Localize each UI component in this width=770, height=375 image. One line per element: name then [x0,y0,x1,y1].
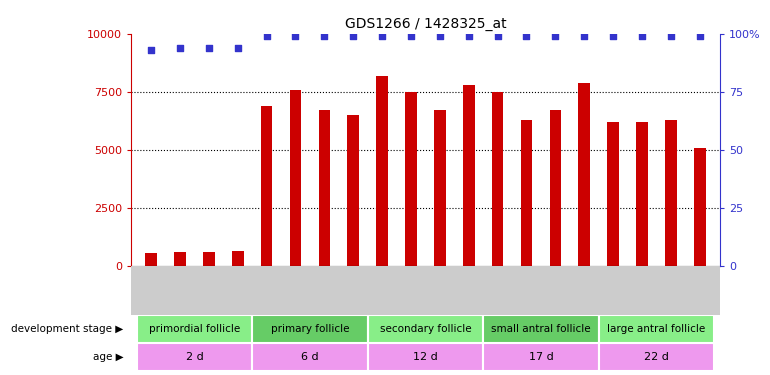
Bar [261,106,273,266]
Bar [405,92,417,266]
Text: primordial follicle: primordial follicle [149,324,240,334]
Point [607,33,619,39]
Point [491,33,504,39]
Text: 6 d: 6 d [301,352,319,362]
Bar [290,90,301,266]
Bar [550,111,561,266]
Text: 22 d: 22 d [644,352,669,362]
Point [347,33,360,39]
Text: small antral follicle: small antral follicle [491,324,591,334]
Bar [492,92,504,266]
Bar [232,251,243,266]
Text: development stage ▶: development stage ▶ [11,324,123,334]
Bar [174,252,186,266]
Point [232,45,244,51]
Bar [694,148,705,266]
Point [694,33,706,39]
Bar [347,115,359,266]
Bar [665,120,677,266]
Point [463,33,475,39]
Bar [253,343,368,371]
Text: primary follicle: primary follicle [271,324,349,334]
Bar [578,82,590,266]
Text: large antral follicle: large antral follicle [608,324,705,334]
Bar [521,120,532,266]
Bar [463,85,474,266]
Title: GDS1266 / 1428325_at: GDS1266 / 1428325_at [345,17,506,32]
Text: 2 d: 2 d [186,352,203,362]
Point [260,33,273,39]
Bar [484,343,599,371]
Bar [203,252,215,266]
Point [318,33,330,39]
Point [665,33,677,39]
Point [290,33,302,39]
Point [145,47,157,53]
Point [203,45,215,51]
Point [636,33,648,39]
Text: age ▶: age ▶ [92,352,123,362]
Bar [636,122,648,266]
Bar [253,315,368,343]
Point [549,33,561,39]
Point [405,33,417,39]
Bar [137,343,253,371]
Point [578,33,591,39]
Point [376,33,388,39]
Point [434,33,446,39]
Bar [608,122,619,266]
Text: 17 d: 17 d [528,352,554,362]
Bar [377,76,388,266]
Text: secondary follicle: secondary follicle [380,324,471,334]
Bar [368,315,484,343]
Bar [599,315,715,343]
Bar [434,111,446,266]
Point [174,45,186,51]
Bar [599,343,715,371]
Bar [146,254,157,266]
Bar [368,343,484,371]
Bar [484,315,599,343]
Bar [319,111,330,266]
Point [521,33,533,39]
Bar [137,315,253,343]
Text: 12 d: 12 d [413,352,438,362]
